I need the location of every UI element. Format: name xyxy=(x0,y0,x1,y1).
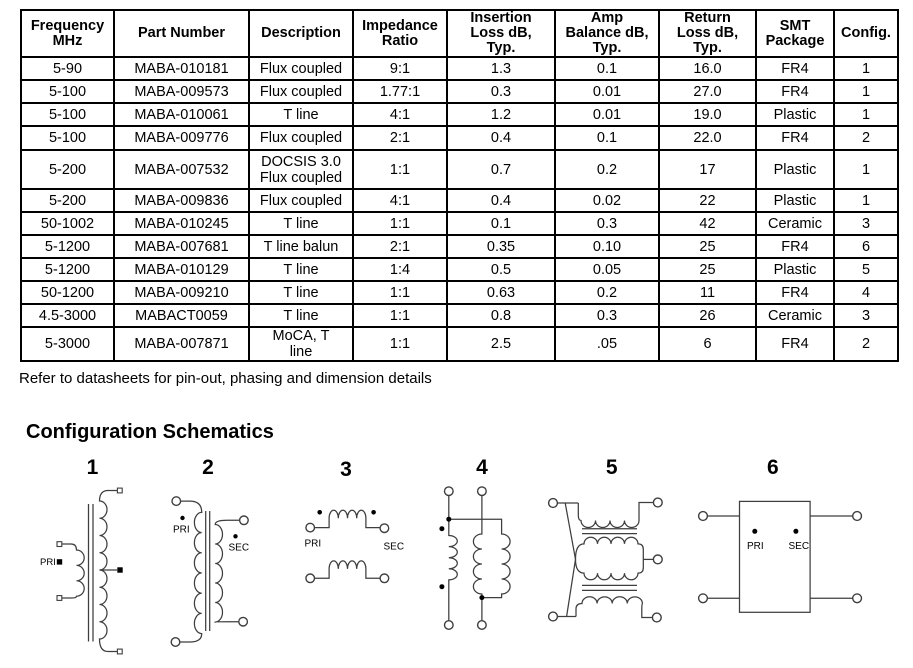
svg-text:4: 4 xyxy=(476,456,488,479)
svg-text:6: 6 xyxy=(767,456,779,479)
svg-text:5: 5 xyxy=(606,456,618,479)
svg-text:SEC: SEC xyxy=(789,541,810,552)
svg-text:PRI: PRI xyxy=(40,557,56,568)
svg-text:2: 2 xyxy=(202,456,214,479)
svg-text:PRI: PRI xyxy=(173,525,190,536)
svg-text:SEC: SEC xyxy=(229,543,250,554)
svg-text:1: 1 xyxy=(87,456,99,479)
svg-text:PRI: PRI xyxy=(747,541,764,552)
svg-text:SEC: SEC xyxy=(384,542,405,553)
svg-text:PRI: PRI xyxy=(305,539,322,550)
svg-text:3: 3 xyxy=(340,458,352,481)
